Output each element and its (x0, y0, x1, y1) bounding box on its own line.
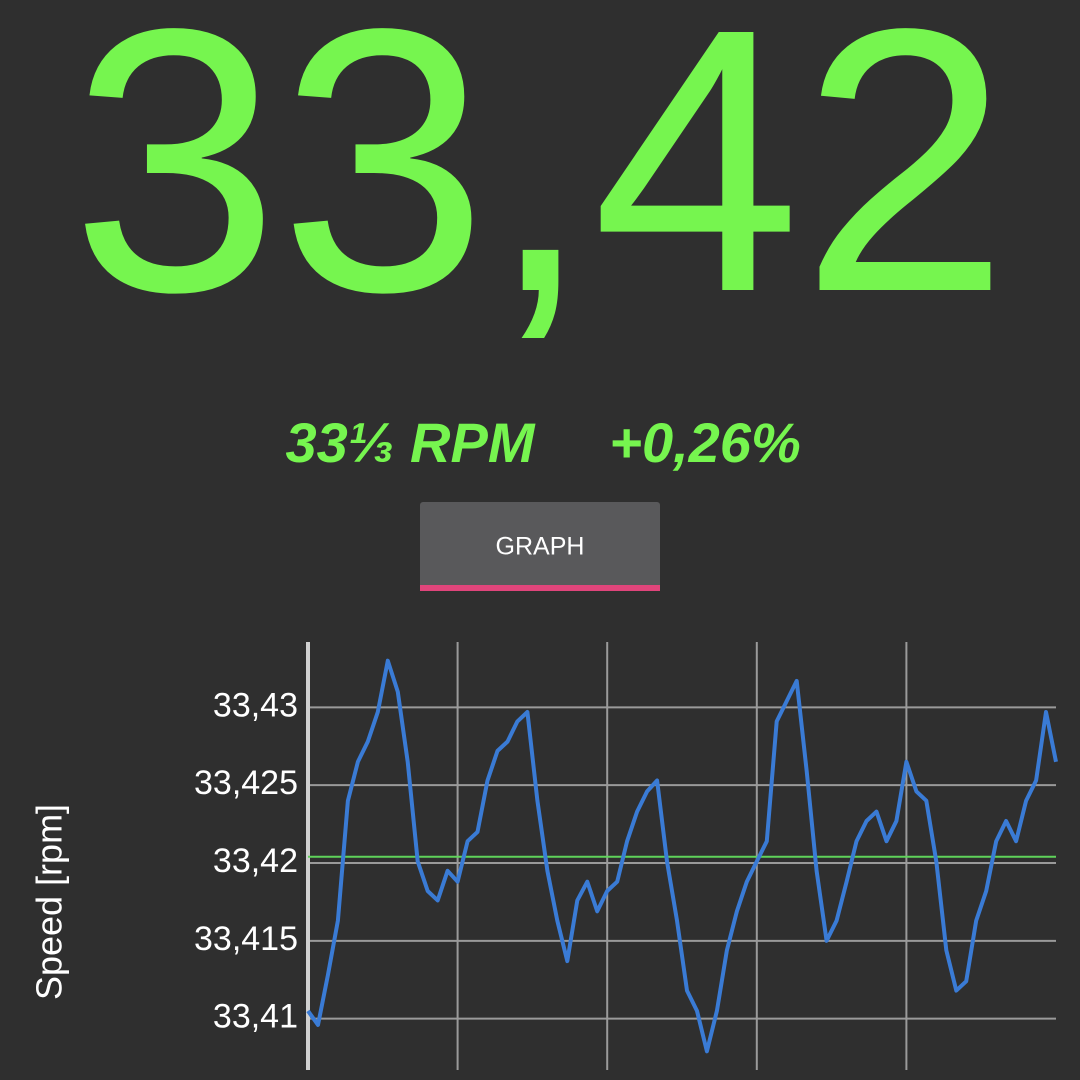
graph-button[interactable]: GRAPH (420, 502, 660, 591)
target-speed: 33⅓ RPM (286, 411, 536, 474)
speed-value: 33,42 (71, 0, 1009, 370)
y-tick-label: 33,42 (213, 842, 298, 880)
button-label: GRAPH (496, 533, 585, 561)
y-tick-label: 33,41 (213, 998, 298, 1036)
y-tick-label: 33,415 (194, 920, 298, 958)
y-tick-label: 33,425 (194, 764, 298, 802)
button-bg (420, 502, 660, 590)
deviation: +0,26% (609, 411, 801, 474)
y-tick-label: 33,43 (213, 686, 298, 724)
speed-line (306, 658, 1058, 1054)
button-indicator (420, 585, 660, 591)
y-axis-label: Speed [rpm] (29, 804, 70, 1000)
